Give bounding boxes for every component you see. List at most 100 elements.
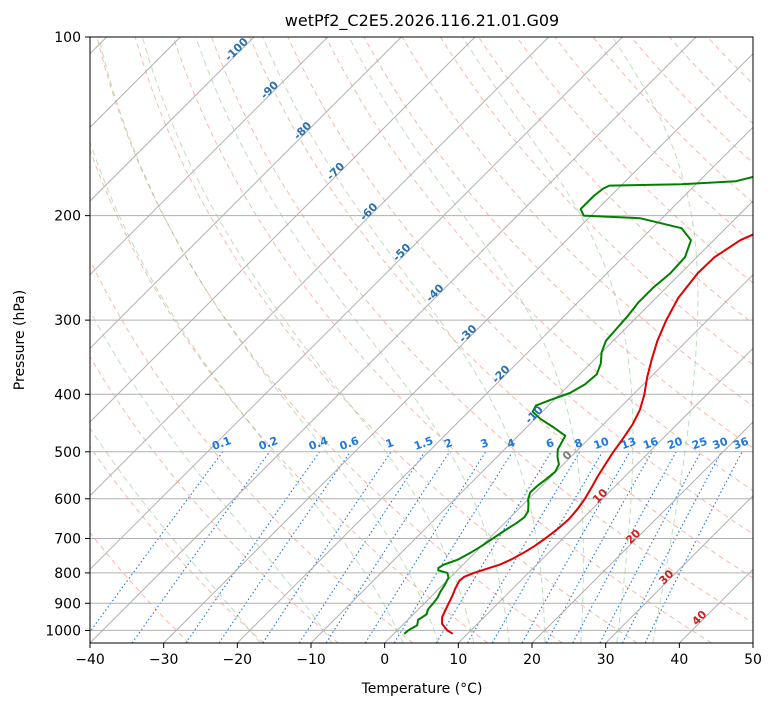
mixing-ratio-label: 25 bbox=[690, 435, 709, 452]
x-tick-label: −30 bbox=[149, 652, 179, 668]
moist-adiabat-line-5 bbox=[195, 37, 510, 643]
y-tick-label: 400 bbox=[54, 387, 81, 403]
isotherm-line bbox=[605, 494, 753, 643]
isotherm-line bbox=[531, 421, 753, 643]
mixing-ratio-line-7 bbox=[364, 451, 487, 643]
moist-adiabat-line-4 bbox=[141, 37, 475, 643]
mixing-ratio-label: 13 bbox=[619, 435, 638, 452]
isotherm-line bbox=[90, 37, 476, 423]
dry-adiabat-line-5 bbox=[96, 37, 563, 643]
y-tick-label: 200 bbox=[54, 209, 81, 225]
mixing-ratio-label: 3 bbox=[479, 436, 491, 451]
mixing-ratio-line-9 bbox=[435, 451, 552, 643]
mixing-ratio-line-12 bbox=[521, 451, 631, 643]
isotherm-line bbox=[310, 200, 753, 643]
mixing-ratio-label: 36 bbox=[732, 435, 751, 453]
x-axis: −40 −30 −20 −10 0 10 20 30 40 50 bbox=[75, 643, 762, 668]
x-tick-label: 20 bbox=[523, 652, 541, 668]
mixing-ratio-line-14 bbox=[572, 451, 677, 643]
isotherm-line bbox=[90, 37, 550, 497]
chart-title: wetPf2_C2E5.2026.116.21.01.G09 bbox=[285, 11, 559, 31]
mixing-ratio-line-8 bbox=[393, 451, 513, 643]
mixing-ratio-label: 16 bbox=[641, 435, 660, 453]
y-tick-label: 1000 bbox=[45, 623, 81, 639]
mixing-ratio-line-2 bbox=[185, 451, 321, 643]
isotherm-line bbox=[90, 37, 402, 350]
dry-adiabat-line-3 bbox=[90, 258, 414, 643]
plot-area bbox=[90, 37, 753, 643]
isotherm-line bbox=[90, 37, 255, 202]
mixing-ratio-label: 0.2 bbox=[257, 434, 280, 453]
x-axis-title: Temperature (°C) bbox=[361, 681, 483, 697]
isotherm-line bbox=[236, 126, 753, 643]
mixing-ratio-label: 2 bbox=[443, 436, 455, 451]
isotherm-line bbox=[163, 52, 753, 643]
moist-adiabat-line-2 bbox=[90, 140, 404, 643]
x-tick-label: −10 bbox=[296, 652, 326, 668]
mixing-ratio-label: 0.1 bbox=[210, 434, 233, 453]
isotherm-line bbox=[90, 37, 697, 643]
x-tick-label: −20 bbox=[223, 652, 253, 668]
isotherm-line bbox=[90, 37, 623, 571]
isotherm-line bbox=[384, 273, 753, 643]
dry-adiabat-line-10 bbox=[287, 37, 753, 535]
mixing-ratio-line-6 bbox=[325, 451, 451, 643]
mixing-ratio-label: 20 bbox=[666, 435, 685, 453]
moist-adiabats bbox=[90, 37, 699, 643]
y-tick-label: 500 bbox=[54, 445, 81, 461]
dry-adiabat-line-8 bbox=[211, 37, 753, 624]
profile-series bbox=[403, 175, 753, 635]
x-tick-label: 40 bbox=[670, 652, 688, 668]
dry-adiabat-line-2 bbox=[90, 355, 339, 643]
moist-adiabat-line-3 bbox=[98, 37, 439, 643]
mixing-ratio-line-3 bbox=[218, 451, 351, 643]
dry-adiabat-line-14 bbox=[439, 37, 753, 366]
mixing-ratio-label: 30 bbox=[711, 435, 730, 453]
dry-adiabat-line-0 bbox=[90, 531, 190, 643]
y-tick-label: 800 bbox=[54, 566, 81, 582]
mixing-ratio-line-10 bbox=[467, 451, 581, 643]
dry-adiabat-line-13 bbox=[401, 37, 753, 407]
temperature-profile-line bbox=[441, 233, 753, 635]
x-tick-label: 0 bbox=[380, 652, 389, 668]
y-axis-title: Pressure (hPa) bbox=[12, 290, 28, 390]
mixing-ratio-label: 6 bbox=[544, 436, 556, 451]
mixing-ratio-label: 8 bbox=[573, 436, 585, 451]
y-tick-label: 300 bbox=[54, 313, 81, 329]
mixing-ratio-label: 0.4 bbox=[307, 434, 330, 453]
moist-adiabat-line-6 bbox=[262, 37, 546, 643]
mixing-ratio-label: 10 bbox=[592, 435, 611, 453]
overlay-labels: 0.1 0.2 0.4 0.6 1 1.5 2 3 4 6 8 10 13 16 20 25 30 36-100-… bbox=[210, 35, 750, 628]
plot-frame bbox=[89, 36, 754, 644]
isotherm-line bbox=[90, 37, 329, 276]
dry-adiabat-line-11 bbox=[325, 37, 753, 492]
mixing-ratio-label: 1 bbox=[384, 436, 396, 451]
y-tick-label: 700 bbox=[54, 532, 81, 548]
y-tick-label: 900 bbox=[54, 596, 81, 612]
moist-adiabat-line-0 bbox=[90, 427, 261, 643]
y-tick-label: 600 bbox=[54, 492, 81, 508]
moist-adiabat-line-8 bbox=[462, 37, 634, 643]
dry-adiabat-line-9 bbox=[249, 37, 753, 579]
mixing-ratio-lines bbox=[90, 451, 743, 643]
dry-adiabat-line-17 bbox=[554, 37, 753, 244]
pressure-grid bbox=[90, 37, 753, 631]
y-tick-label: 100 bbox=[54, 30, 81, 46]
dewpoint-profile-line bbox=[403, 175, 753, 635]
dry-adiabat-line-6 bbox=[134, 37, 638, 643]
mixing-ratio-line-1 bbox=[131, 451, 271, 643]
isotherm-line bbox=[457, 347, 753, 643]
mixing-ratio-line-11 bbox=[491, 451, 603, 643]
moist-adiabat-line-9 bbox=[611, 37, 699, 643]
x-tick-label: −40 bbox=[75, 652, 105, 668]
moist-adiabat-line-7 bbox=[348, 37, 584, 643]
x-tick-label: 10 bbox=[449, 652, 467, 668]
moist-adiabat-line-1 bbox=[90, 309, 333, 643]
x-tick-label: 30 bbox=[597, 652, 615, 668]
mixing-ratio-label: 1.5 bbox=[412, 434, 435, 453]
mixing-ratio-label: 0.6 bbox=[338, 434, 361, 453]
isotherm-grid bbox=[90, 37, 753, 643]
y-axis: 1000 900 800 700 600 500 400 300 200 100 bbox=[45, 30, 90, 639]
